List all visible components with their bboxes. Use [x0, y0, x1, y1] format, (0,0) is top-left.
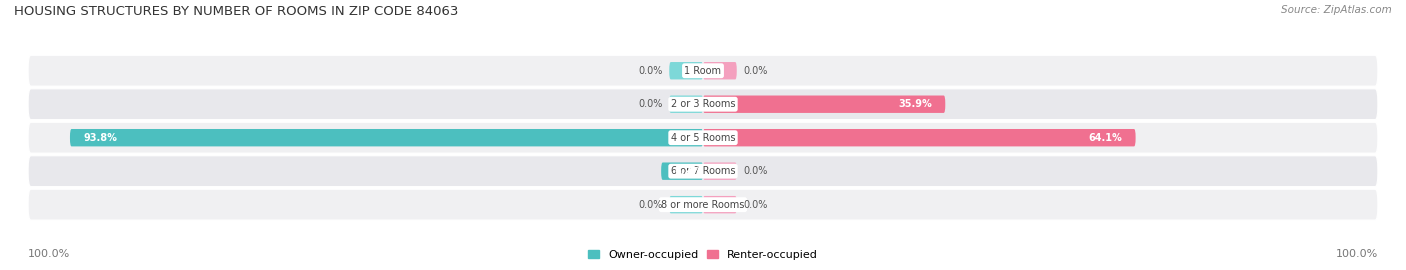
Text: 2 or 3 Rooms: 2 or 3 Rooms — [671, 99, 735, 109]
Text: 0.0%: 0.0% — [638, 99, 662, 109]
Text: 35.9%: 35.9% — [898, 99, 932, 109]
Text: Source: ZipAtlas.com: Source: ZipAtlas.com — [1281, 5, 1392, 15]
Text: 0.0%: 0.0% — [744, 200, 768, 210]
Text: 0.0%: 0.0% — [638, 200, 662, 210]
Text: 100.0%: 100.0% — [1336, 249, 1378, 259]
FancyBboxPatch shape — [28, 156, 1378, 187]
FancyBboxPatch shape — [703, 62, 737, 79]
FancyBboxPatch shape — [703, 163, 737, 180]
Text: 6 or 7 Rooms: 6 or 7 Rooms — [671, 166, 735, 176]
FancyBboxPatch shape — [669, 96, 703, 113]
Text: 100.0%: 100.0% — [28, 249, 70, 259]
FancyBboxPatch shape — [70, 129, 703, 146]
FancyBboxPatch shape — [703, 196, 737, 213]
FancyBboxPatch shape — [661, 163, 703, 180]
Text: 8 or more Rooms: 8 or more Rooms — [661, 200, 745, 210]
Text: 6.2%: 6.2% — [675, 166, 702, 176]
FancyBboxPatch shape — [28, 55, 1378, 86]
Text: 4 or 5 Rooms: 4 or 5 Rooms — [671, 133, 735, 143]
FancyBboxPatch shape — [669, 196, 703, 213]
FancyBboxPatch shape — [703, 96, 945, 113]
Text: 0.0%: 0.0% — [744, 66, 768, 76]
Text: 93.8%: 93.8% — [83, 133, 117, 143]
FancyBboxPatch shape — [669, 62, 703, 79]
Text: 0.0%: 0.0% — [744, 166, 768, 176]
FancyBboxPatch shape — [28, 122, 1378, 153]
Text: HOUSING STRUCTURES BY NUMBER OF ROOMS IN ZIP CODE 84063: HOUSING STRUCTURES BY NUMBER OF ROOMS IN… — [14, 5, 458, 18]
Text: 64.1%: 64.1% — [1088, 133, 1122, 143]
Text: 1 Room: 1 Room — [685, 66, 721, 76]
Legend: Owner-occupied, Renter-occupied: Owner-occupied, Renter-occupied — [583, 245, 823, 264]
FancyBboxPatch shape — [703, 129, 1136, 146]
Text: 0.0%: 0.0% — [638, 66, 662, 76]
FancyBboxPatch shape — [28, 189, 1378, 220]
FancyBboxPatch shape — [28, 89, 1378, 120]
